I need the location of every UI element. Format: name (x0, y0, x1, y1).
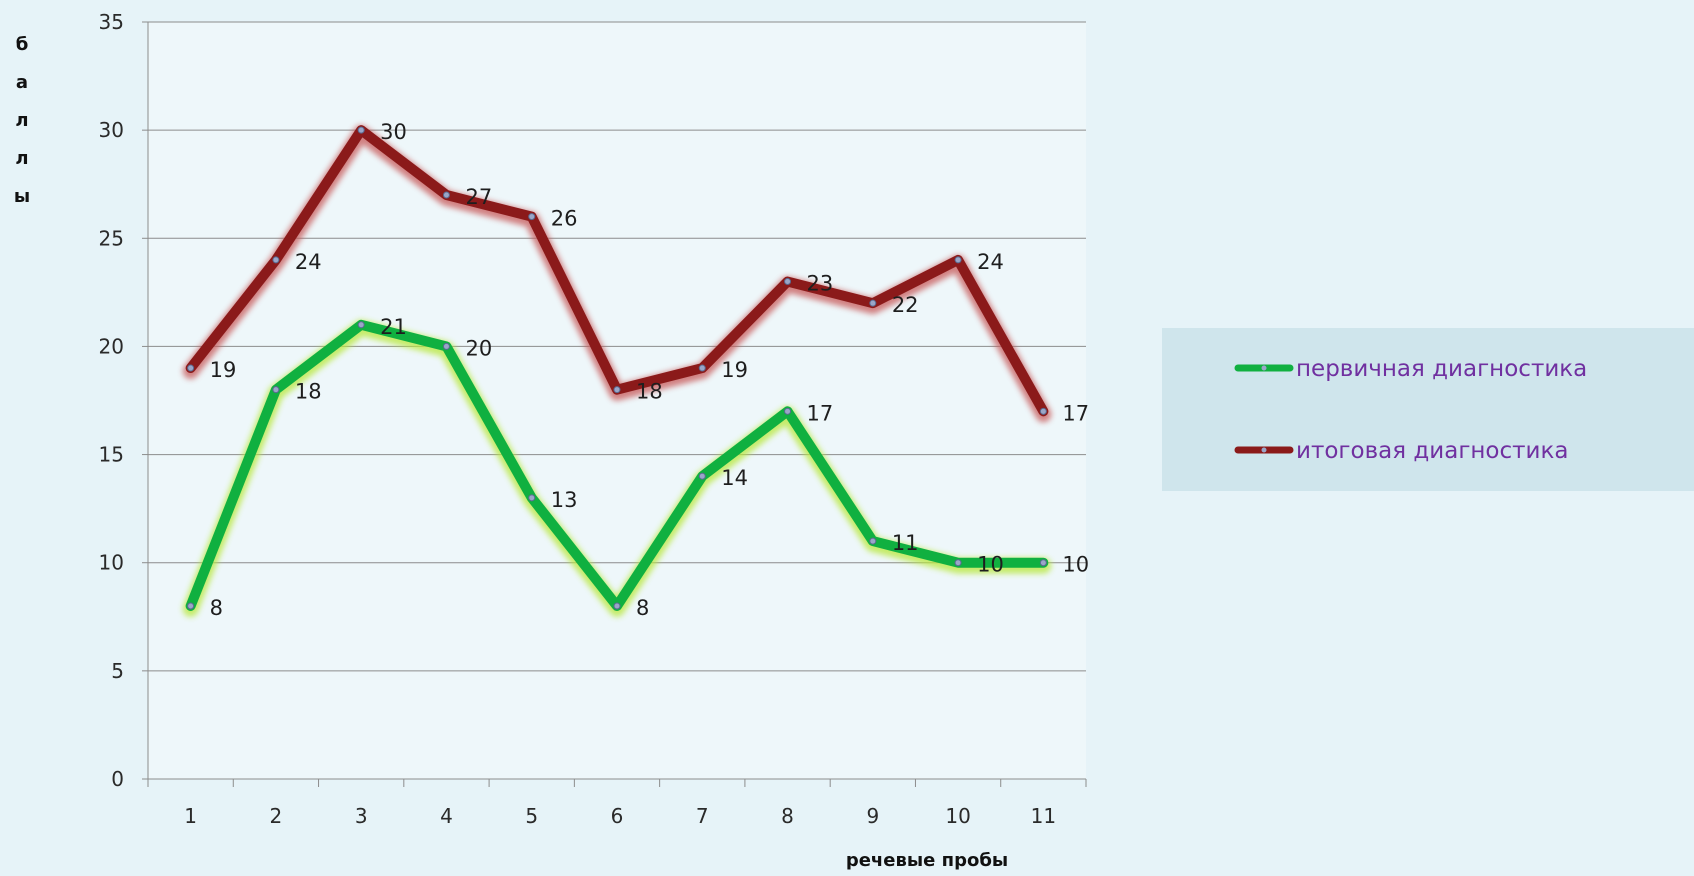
data-point (784, 407, 792, 415)
x-tick-label: 4 (440, 804, 453, 828)
data-point (1039, 559, 1047, 567)
data-point (613, 602, 621, 610)
x-tick-label: 1 (184, 804, 197, 828)
legend-label: первичная диагностика (1296, 356, 1587, 382)
data-label: 22 (892, 293, 919, 317)
legend-marker (1261, 447, 1267, 453)
data-point (698, 364, 706, 372)
x-tick-label: 3 (355, 804, 368, 828)
data-label: 17 (807, 401, 834, 425)
y-tick-label: 5 (111, 659, 124, 683)
data-label: 30 (380, 120, 407, 144)
series-lines (182, 125, 1052, 617)
data-label: 10 (977, 553, 1004, 577)
data-point (954, 256, 962, 264)
data-label: 17 (1062, 401, 1089, 425)
data-labels: 8 18 21 20 13 8 14 17 11 10 10 19 24 30 27 26 18 19 23 22 24… (210, 120, 1089, 620)
x-tick-label: 8 (781, 804, 794, 828)
data-label: 18 (636, 380, 663, 404)
series-1 (182, 319, 1052, 617)
data-point (869, 537, 877, 545)
y-axis-title-letter: л (15, 110, 28, 131)
legend-box (1162, 328, 1694, 491)
y-axis-title-letter: л (15, 148, 28, 169)
data-point (357, 321, 365, 329)
x-tick-label: 11 (1031, 804, 1056, 828)
y-tick-label: 10 (99, 551, 124, 575)
data-point (187, 364, 195, 372)
data-label: 19 (721, 358, 748, 382)
data-label: 27 (465, 185, 492, 209)
data-point (442, 342, 450, 350)
data-point (528, 213, 536, 221)
x-tick-label: 7 (696, 804, 709, 828)
y-tick-label: 20 (99, 334, 124, 358)
y-tick-label: 35 (99, 10, 124, 34)
x-tick-label: 9 (866, 804, 879, 828)
data-point (357, 126, 365, 134)
x-tick-label: 5 (525, 804, 538, 828)
y-tick-label: 15 (99, 443, 124, 467)
data-label: 13 (551, 488, 578, 512)
data-label: 11 (892, 531, 919, 555)
data-label: 26 (551, 207, 578, 231)
data-point (698, 472, 706, 480)
series-2 (182, 125, 1052, 423)
data-point (869, 299, 877, 307)
data-point (272, 386, 280, 394)
data-point (613, 386, 621, 394)
data-point (954, 559, 962, 567)
data-point (528, 494, 536, 502)
x-tick-label: 10 (945, 804, 970, 828)
y-axis-title-letter: а (16, 72, 28, 93)
x-axis-title: речевые пробы (846, 850, 1008, 871)
data-label: 10 (1062, 553, 1089, 577)
data-point (272, 256, 280, 264)
y-axis-title-letter: ы (14, 186, 30, 207)
y-axis-title-letter: б (16, 34, 29, 55)
data-label: 20 (465, 336, 492, 360)
data-label: 18 (295, 380, 322, 404)
y-tick-label: 25 (99, 226, 124, 250)
data-label: 19 (210, 358, 237, 382)
data-label: 23 (807, 272, 834, 296)
y-tick-label: 0 (111, 767, 124, 791)
data-label: 21 (380, 315, 407, 339)
data-label: 14 (721, 466, 748, 490)
data-point (187, 602, 195, 610)
legend: первичная диагностика итоговая диагностик… (1162, 328, 1694, 491)
data-point (1039, 407, 1047, 415)
data-label: 24 (977, 250, 1004, 274)
legend-item: первичная диагностика (1234, 356, 1587, 382)
data-point (784, 278, 792, 286)
data-point (442, 191, 450, 199)
data-label: 8 (210, 596, 223, 620)
y-tick-label: 30 (99, 118, 124, 142)
data-label: 8 (636, 596, 649, 620)
legend-marker (1261, 365, 1267, 371)
legend-label: итоговая диагностика (1296, 438, 1569, 464)
gridlines (148, 21, 1086, 672)
data-label: 24 (295, 250, 322, 274)
x-tick-label: 6 (611, 804, 624, 828)
x-tick-label: 2 (270, 804, 283, 828)
legend-item: итоговая диагностика (1234, 438, 1569, 464)
